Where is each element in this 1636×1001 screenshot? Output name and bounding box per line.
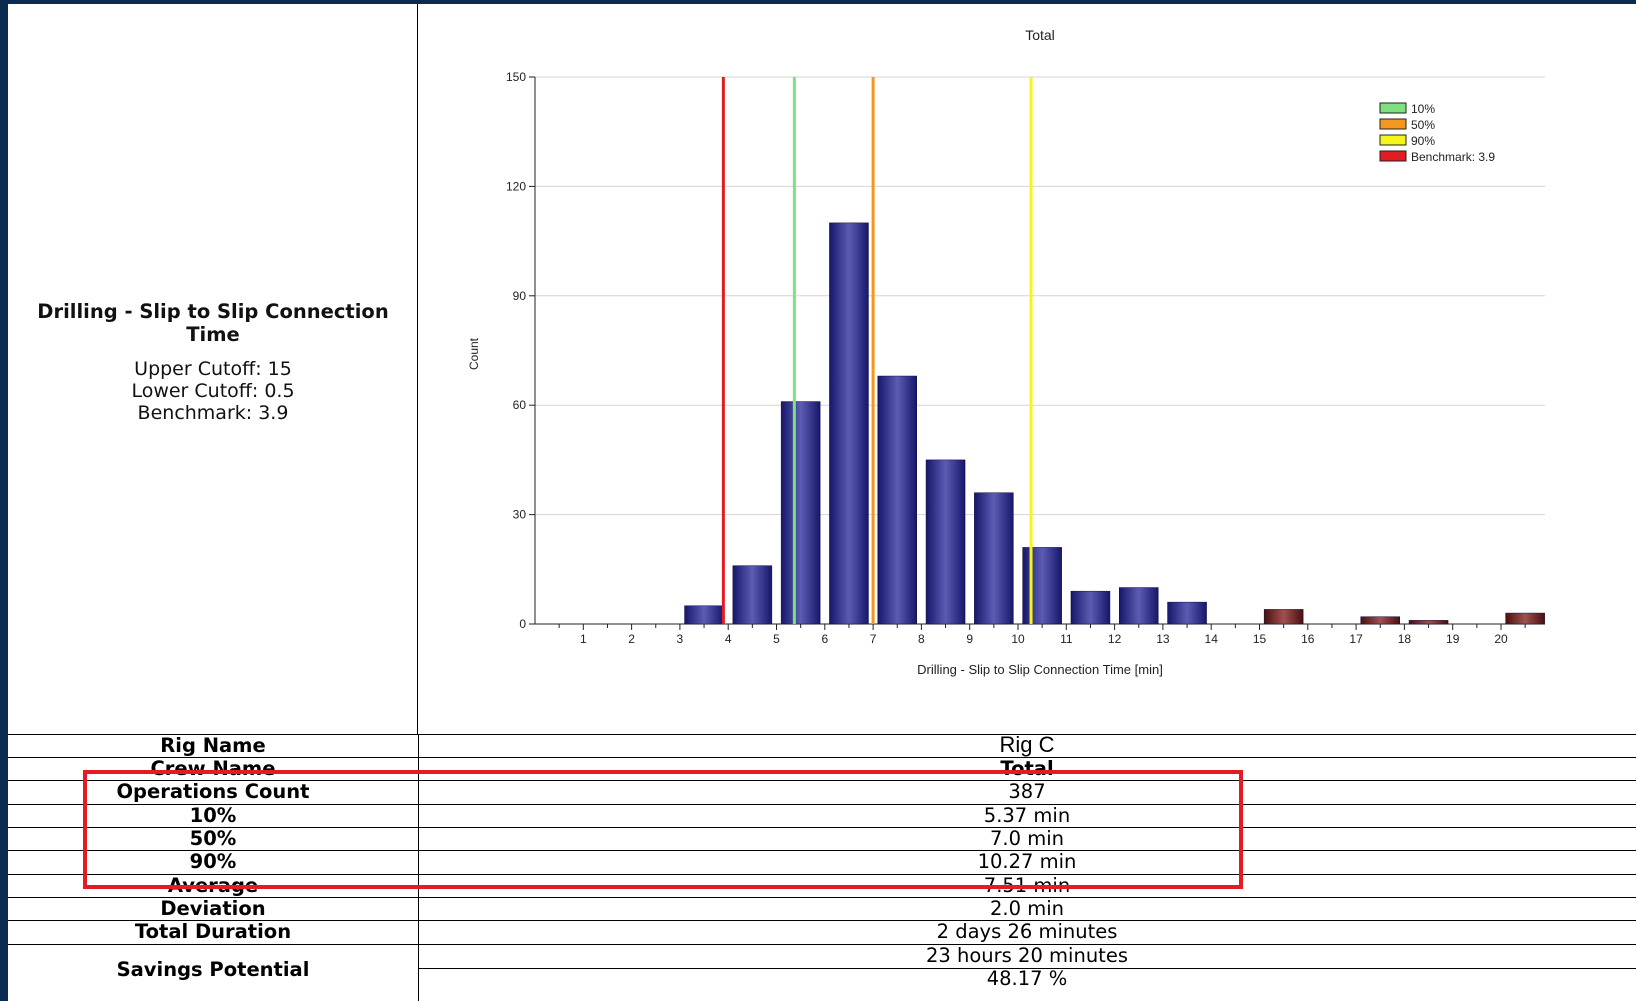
stats-label-p90: 90%: [189, 850, 237, 873]
stats-value-crew-name: Total: [1000, 757, 1054, 780]
histogram-bar-14: [1505, 612, 1545, 625]
x-tick-label-11: 11: [1060, 632, 1073, 646]
stats-label-average: Average: [167, 874, 259, 897]
stats-label-rig-name: Rig Name: [160, 734, 266, 757]
y-tick-label-90: 90: [513, 289, 527, 303]
histogram-bar-1: [732, 565, 773, 625]
histogram-bar-12: [1360, 616, 1400, 625]
x-tick-label-15: 15: [1253, 632, 1267, 646]
histogram-bar-10: [1167, 601, 1207, 625]
histogram-bar-4: [877, 375, 917, 625]
stats-value-operations-count: 387: [1008, 780, 1046, 803]
stats-row-total-duration: Total Duration 2 days 26 minutes: [8, 920, 1636, 944]
report-frame: Drilling - Slip to Slip Connection Time …: [8, 4, 1636, 1001]
chart-title: Total: [1025, 27, 1055, 43]
stats-row-deviation: Deviation 2.0 min: [8, 897, 1636, 921]
x-tick-label-20: 20: [1494, 632, 1508, 646]
y-tick-label-60: 60: [513, 398, 527, 412]
x-tick-label-17: 17: [1349, 632, 1363, 646]
stats-row-p10: 10% 5.37 min: [8, 804, 1636, 828]
stats-value-savings-time: 23 hours 20 minutes: [926, 944, 1128, 967]
stats-label-crew-name: Crew Name: [150, 757, 276, 780]
stats-row-savings-potential: Savings Potential 23 hours 20 minutes 48…: [8, 944, 1636, 1001]
x-tick-label-1: 1: [580, 632, 587, 646]
stats-row-crew-name: Crew Name Total: [8, 757, 1636, 781]
metric-info-panel: Drilling - Slip to Slip Connection Time …: [8, 4, 418, 734]
benchmark-label: Benchmark: 3.9: [137, 402, 289, 424]
x-tick-label-2: 2: [628, 632, 635, 646]
x-tick-label-18: 18: [1398, 632, 1412, 646]
x-tick-label-10: 10: [1011, 632, 1025, 646]
histogram-bar-3: [829, 222, 869, 625]
x-tick-label-14: 14: [1205, 632, 1219, 646]
histogram-bar-13: [1408, 620, 1449, 625]
savings-inner-divider: [418, 968, 1636, 969]
stats-row-p90: 90% 10.27 min: [8, 850, 1636, 874]
stats-table: Rig Name Rig C Crew Name Total Operation…: [8, 732, 1636, 1001]
stats-label-savings-potential: Savings Potential: [116, 958, 310, 981]
y-tick-label-150: 150: [506, 70, 526, 84]
y-tick-label-0: 0: [519, 617, 526, 631]
x-tick-label-12: 12: [1108, 632, 1122, 646]
histogram-bar-9: [1119, 587, 1159, 625]
histogram-bar-11: [1263, 609, 1304, 625]
stats-column-divider: [418, 734, 419, 1001]
y-tick-label-120: 120: [506, 179, 526, 193]
histogram-bar-7: [1022, 547, 1062, 625]
histogram-bar-8: [1070, 590, 1111, 625]
x-tick-label-3: 3: [677, 632, 684, 646]
stats-value-total-duration: 2 days 26 minutes: [936, 920, 1118, 943]
x-tick-label-7: 7: [870, 632, 877, 646]
upper-cutoff-label: Upper Cutoff: 15: [134, 358, 292, 380]
histogram-chart-area: Total 0 30 60 90 120 150 1 2 3 4 5 6 7 8 9 10 11 12 13 14 15 1…: [418, 4, 1636, 734]
x-tick-label-19: 19: [1446, 632, 1460, 646]
metric-title: Drilling - Slip to Slip Connection Time: [37, 300, 389, 346]
x-tick-label-5: 5: [773, 632, 780, 646]
stats-value-p90: 10.27 min: [977, 850, 1077, 873]
legend-label-1: 50%: [1411, 118, 1435, 132]
histogram-bar-0: [684, 605, 724, 625]
stats-value-average: 7.51 min: [983, 874, 1071, 897]
legend-swatch-3: [1379, 150, 1407, 162]
stats-value-rig-name: Rig C: [999, 732, 1055, 757]
x-tick-label-4: 4: [725, 632, 732, 646]
legend-label-0: 10%: [1411, 102, 1435, 116]
lower-cutoff-label: Lower Cutoff: 0.5: [131, 380, 295, 402]
histogram-bar-6: [974, 492, 1014, 625]
x-tick-label-16: 16: [1301, 632, 1315, 646]
stats-value-p10: 5.37 min: [983, 804, 1071, 827]
legend-swatch-1: [1379, 118, 1407, 130]
x-tick-label-9: 9: [966, 632, 973, 646]
y-tick-label-30: 30: [513, 508, 527, 522]
legend-swatch-0: [1379, 102, 1407, 114]
x-tick-label-8: 8: [918, 632, 925, 646]
legend-label-3: Benchmark: 3.9: [1411, 150, 1495, 164]
stats-value-p50: 7.0 min: [990, 827, 1064, 850]
histogram-bar-5: [925, 459, 966, 625]
stats-value-savings-percent: 48.17 %: [986, 967, 1068, 990]
x-tick-label-6: 6: [821, 632, 828, 646]
stats-label-p10: 10%: [189, 804, 237, 827]
stats-label-total-duration: Total Duration: [134, 920, 292, 943]
legend-swatch-2: [1379, 134, 1407, 146]
x-tick-label-13: 13: [1156, 632, 1170, 646]
stats-label-operations-count: Operations Count: [116, 780, 310, 803]
x-axis-label: Drilling - Slip to Slip Connection Time …: [917, 662, 1163, 677]
stats-label-p50: 50%: [189, 827, 237, 850]
stats-row-rig-name: Rig Name Rig C: [8, 732, 1636, 758]
stats-row-average: Average 7.51 min: [8, 874, 1636, 898]
stats-label-deviation: Deviation: [160, 897, 266, 920]
stats-row-p50: 50% 7.0 min: [8, 827, 1636, 851]
legend-label-2: 90%: [1411, 134, 1435, 148]
histogram-bar-2: [780, 401, 821, 625]
stats-row-operations-count: Operations Count 387: [8, 780, 1636, 804]
y-axis-label: Count: [467, 337, 481, 370]
stats-value-deviation: 2.0 min: [990, 897, 1064, 920]
